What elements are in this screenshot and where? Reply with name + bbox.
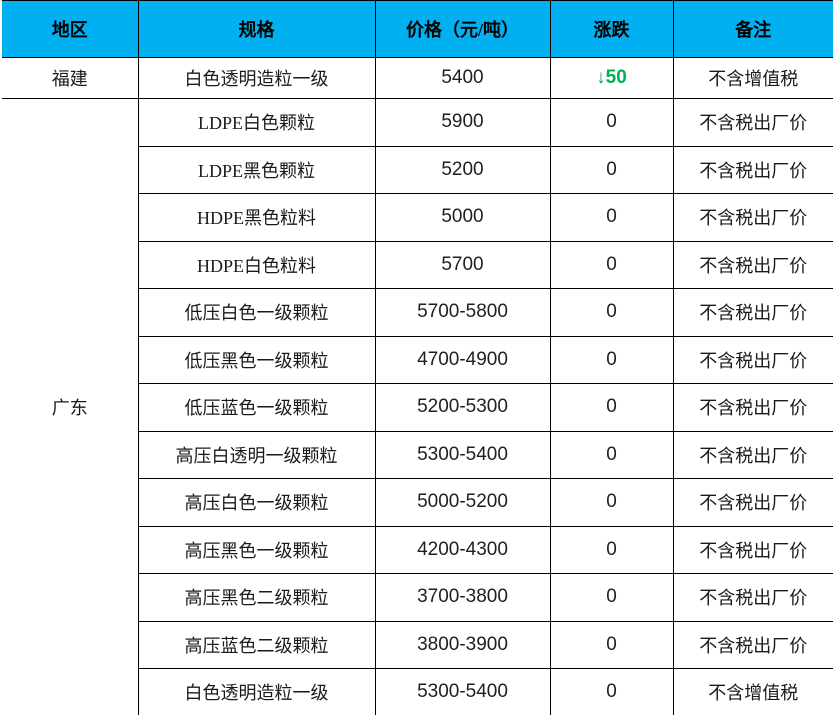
change-cell: 0 <box>549 430 674 479</box>
price-cell: 5200-5300 <box>374 383 551 432</box>
note-cell: 不含税出厂价 <box>672 98 833 147</box>
spec-cell: HDPE白色粒料 <box>138 240 376 289</box>
price-cell: 5700 <box>374 240 551 289</box>
spec-cell: 高压白透明一级颗粒 <box>138 430 376 479</box>
price-cell: 5200 <box>374 145 551 194</box>
spec-cell: 高压黑色一级颗粒 <box>138 525 376 574</box>
change-cell: 0 <box>549 620 674 669</box>
table-row: LDPE黑色颗粒 5200 0 不含税出厂价 <box>2 145 833 194</box>
table-row: 低压黑色一级颗粒 4700-4900 0 不含税出厂价 <box>2 335 833 384</box>
price-cell: 5000 <box>374 193 551 242</box>
spec-cell: LDPE白色颗粒 <box>137 98 376 147</box>
note-cell: 不含增值税 <box>672 57 833 99</box>
table-row: 白色透明造粒一级 5300-5400 0 不含增值税 <box>2 668 833 715</box>
note-cell: 不含税出厂价 <box>672 193 833 242</box>
change-cell: ↓50 <box>549 57 674 99</box>
header-price: 价格（元/吨） <box>374 0 551 58</box>
change-cell: 0 <box>549 145 674 194</box>
spec-cell: 白色透明造粒一级 <box>137 57 376 99</box>
change-cell: 0 <box>549 668 674 715</box>
note-cell: 不含增值税 <box>672 668 833 715</box>
table-row: 高压黑色二级颗粒 3700-3800 0 不含税出厂价 <box>2 573 833 622</box>
note-cell: 不含税出厂价 <box>672 240 833 289</box>
change-cell: 0 <box>549 383 674 432</box>
change-cell: 0 <box>549 240 674 289</box>
change-cell: 0 <box>549 193 674 242</box>
note-cell: 不含税出厂价 <box>672 573 833 622</box>
change-cell: 0 <box>549 98 674 147</box>
spec-cell: 低压黑色一级颗粒 <box>138 335 376 384</box>
note-cell: 不含税出厂价 <box>672 288 833 337</box>
spec-cell: 高压黑色二级颗粒 <box>138 573 376 622</box>
change-cell: 0 <box>549 478 674 527</box>
note-cell: 不含税出厂价 <box>672 525 833 574</box>
note-cell: 不含税出厂价 <box>672 620 833 669</box>
price-cell: 5300-5400 <box>374 430 551 479</box>
note-cell: 不含税出厂价 <box>672 430 833 479</box>
note-cell: 不含税出厂价 <box>672 478 833 527</box>
region-cell: 福建 <box>2 57 139 99</box>
table-row: 低压白色一级颗粒 5700-5800 0 不含税出厂价 <box>2 288 833 337</box>
price-cell: 5900 <box>374 98 551 147</box>
table-row: 低压蓝色一级颗粒 5200-5300 0 不含税出厂价 <box>2 383 833 432</box>
price-cell: 5700-5800 <box>374 288 551 337</box>
change-cell: 0 <box>549 573 674 622</box>
region-cell: 广东 <box>2 98 139 715</box>
table-body: 福建 白色透明造粒一级 5400 ↓50 不含增值税 广东 LDPE白色颗粒 5900 0 不含税… <box>2 57 833 715</box>
table-row: HDPE黑色粒料 5000 0 不含税出厂价 <box>2 193 833 242</box>
spec-cell: HDPE黑色粒料 <box>138 193 376 242</box>
change-cell: 0 <box>549 525 674 574</box>
change-cell: 0 <box>549 288 674 337</box>
note-cell: 不含税出厂价 <box>672 145 833 194</box>
price-cell: 4200-4300 <box>374 525 551 574</box>
spec-cell: 低压白色一级颗粒 <box>138 288 376 337</box>
spec-cell: 高压白色一级颗粒 <box>138 478 376 527</box>
price-cell: 5300-5400 <box>374 668 551 715</box>
table-row: 广东 LDPE白色颗粒 5900 0 不含税出厂价 <box>2 98 833 715</box>
table-header: 地区 规格 价格（元/吨） 涨跌 备注 <box>2 0 833 58</box>
spec-cell: 低压蓝色一级颗粒 <box>138 383 376 432</box>
change-cell: 0 <box>549 335 674 384</box>
spec-cell: LDPE黑色颗粒 <box>138 145 376 194</box>
header-row: 地区 规格 价格（元/吨） 涨跌 备注 <box>2 0 833 58</box>
note-cell: 不含税出厂价 <box>672 335 833 384</box>
note-cell: 不含税出厂价 <box>672 383 833 432</box>
header-region: 地区 <box>2 0 139 58</box>
price-cell: 3700-3800 <box>374 573 551 622</box>
header-note: 备注 <box>672 0 833 58</box>
price-cell: 3800-3900 <box>374 620 551 669</box>
price-cell: 4700-4900 <box>374 335 551 384</box>
spec-cell: 高压蓝色二级颗粒 <box>138 620 376 669</box>
table-row: 高压白色一级颗粒 5000-5200 0 不含税出厂价 <box>2 478 833 527</box>
price-cell: 5400 <box>374 57 551 99</box>
table-row: 高压黑色一级颗粒 4200-4300 0 不含税出厂价 <box>2 525 833 574</box>
header-spec: 规格 <box>137 0 376 58</box>
table-row: 福建 白色透明造粒一级 5400 ↓50 不含增值税 <box>2 57 833 99</box>
header-change: 涨跌 <box>549 0 674 58</box>
price-cell: 5000-5200 <box>374 478 551 527</box>
spec-cell: 白色透明造粒一级 <box>138 668 376 715</box>
table-row: 高压蓝色二级颗粒 3800-3900 0 不含税出厂价 <box>2 620 833 669</box>
